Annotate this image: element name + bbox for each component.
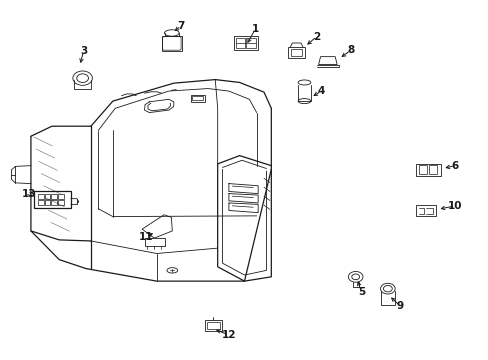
- Bar: [44, 194, 50, 199]
- Text: 13: 13: [21, 189, 36, 199]
- Bar: [428, 165, 436, 174]
- Bar: [291, 49, 302, 56]
- Bar: [51, 194, 57, 199]
- Bar: [246, 38, 256, 48]
- Bar: [38, 194, 43, 199]
- Text: 3: 3: [80, 46, 87, 56]
- Bar: [418, 165, 426, 174]
- Text: 9: 9: [396, 301, 403, 311]
- Bar: [144, 238, 164, 246]
- Bar: [235, 38, 245, 48]
- Bar: [415, 205, 435, 216]
- Text: 8: 8: [346, 45, 354, 55]
- Text: 12: 12: [221, 330, 236, 340]
- Text: 4: 4: [317, 86, 325, 96]
- Text: 11: 11: [139, 232, 153, 242]
- Bar: [233, 36, 258, 50]
- Bar: [51, 200, 57, 205]
- Bar: [192, 96, 203, 100]
- Text: 5: 5: [357, 287, 365, 297]
- Bar: [58, 194, 64, 199]
- Text: 7: 7: [177, 21, 184, 31]
- Text: 6: 6: [450, 161, 458, 171]
- Bar: [34, 191, 71, 208]
- Bar: [206, 321, 219, 329]
- Bar: [58, 200, 64, 205]
- Text: 10: 10: [447, 201, 462, 211]
- Bar: [288, 47, 305, 58]
- Bar: [38, 200, 43, 205]
- Text: 1: 1: [251, 24, 258, 35]
- Bar: [161, 36, 182, 51]
- Bar: [415, 163, 440, 176]
- Text: 2: 2: [312, 32, 320, 41]
- Bar: [190, 95, 204, 102]
- Bar: [44, 200, 50, 205]
- Bar: [204, 320, 222, 330]
